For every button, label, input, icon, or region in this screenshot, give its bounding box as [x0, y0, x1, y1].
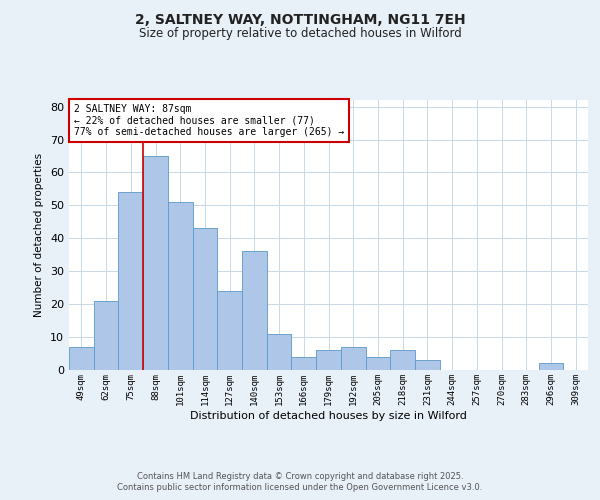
- X-axis label: Distribution of detached houses by size in Wilford: Distribution of detached houses by size …: [190, 410, 467, 420]
- Bar: [217, 291, 242, 370]
- Text: 2 SALTNEY WAY: 87sqm
← 22% of detached houses are smaller (77)
77% of semi-detac: 2 SALTNEY WAY: 87sqm ← 22% of detached h…: [74, 104, 344, 137]
- Bar: [267, 334, 292, 370]
- Y-axis label: Number of detached properties: Number of detached properties: [34, 153, 44, 317]
- Bar: [242, 252, 267, 370]
- Bar: [316, 350, 341, 370]
- Bar: [69, 347, 94, 370]
- Bar: [143, 156, 168, 370]
- Text: 2, SALTNEY WAY, NOTTINGHAM, NG11 7EH: 2, SALTNEY WAY, NOTTINGHAM, NG11 7EH: [134, 12, 466, 26]
- Bar: [94, 301, 118, 370]
- Bar: [539, 364, 563, 370]
- Bar: [365, 357, 390, 370]
- Text: Contains HM Land Registry data © Crown copyright and database right 2025.
Contai: Contains HM Land Registry data © Crown c…: [118, 472, 482, 492]
- Text: Size of property relative to detached houses in Wilford: Size of property relative to detached ho…: [139, 28, 461, 40]
- Bar: [292, 357, 316, 370]
- Bar: [193, 228, 217, 370]
- Bar: [341, 347, 365, 370]
- Bar: [415, 360, 440, 370]
- Bar: [390, 350, 415, 370]
- Bar: [118, 192, 143, 370]
- Bar: [168, 202, 193, 370]
